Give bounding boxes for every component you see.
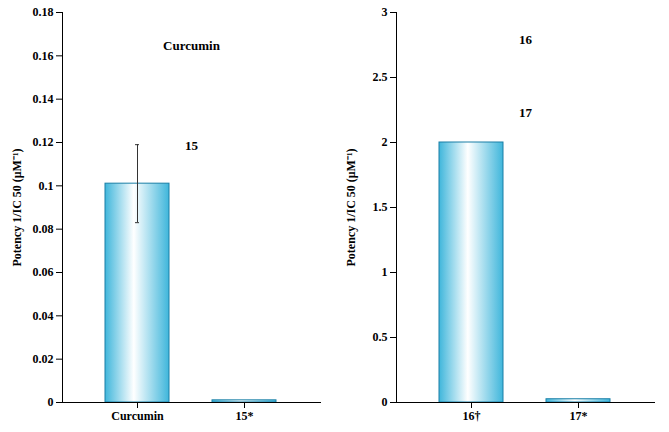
svg-text:0.02: 0.02 — [33, 352, 54, 366]
svg-text:Curcumin: Curcumin — [163, 38, 221, 53]
svg-text:2.5: 2.5 — [373, 70, 388, 84]
svg-text:0: 0 — [382, 395, 388, 409]
svg-text:17: 17 — [519, 105, 533, 120]
svg-text:17*: 17* — [570, 409, 588, 423]
svg-text:0.04: 0.04 — [33, 309, 54, 323]
svg-text:0.14: 0.14 — [33, 92, 54, 106]
svg-text:Potency 1/IC 50 (μM⁻¹): Potency 1/IC 50 (μM⁻¹) — [10, 148, 24, 266]
svg-text:0.16: 0.16 — [33, 49, 54, 63]
svg-text:1: 1 — [382, 265, 388, 279]
svg-text:Potency 1/IC 50 (μM⁻¹): Potency 1/IC 50 (μM⁻¹) — [344, 148, 358, 266]
svg-text:2: 2 — [382, 135, 388, 149]
svg-text:15*: 15* — [236, 409, 254, 423]
svg-text:0.5: 0.5 — [373, 330, 388, 344]
svg-text:1.5: 1.5 — [373, 200, 388, 214]
svg-text:15: 15 — [185, 138, 199, 153]
svg-text:0.06: 0.06 — [33, 265, 54, 279]
svg-text:Curcumin: Curcumin — [111, 409, 164, 423]
svg-text:0.1: 0.1 — [39, 179, 54, 193]
svg-text:3: 3 — [382, 5, 388, 19]
svg-text:0: 0 — [48, 395, 54, 409]
svg-text:0.12: 0.12 — [33, 135, 54, 149]
svg-text:16: 16 — [519, 32, 533, 47]
svg-text:16†: 16† — [463, 409, 481, 423]
svg-text:0.18: 0.18 — [33, 5, 54, 19]
svg-text:0.08: 0.08 — [33, 222, 54, 236]
